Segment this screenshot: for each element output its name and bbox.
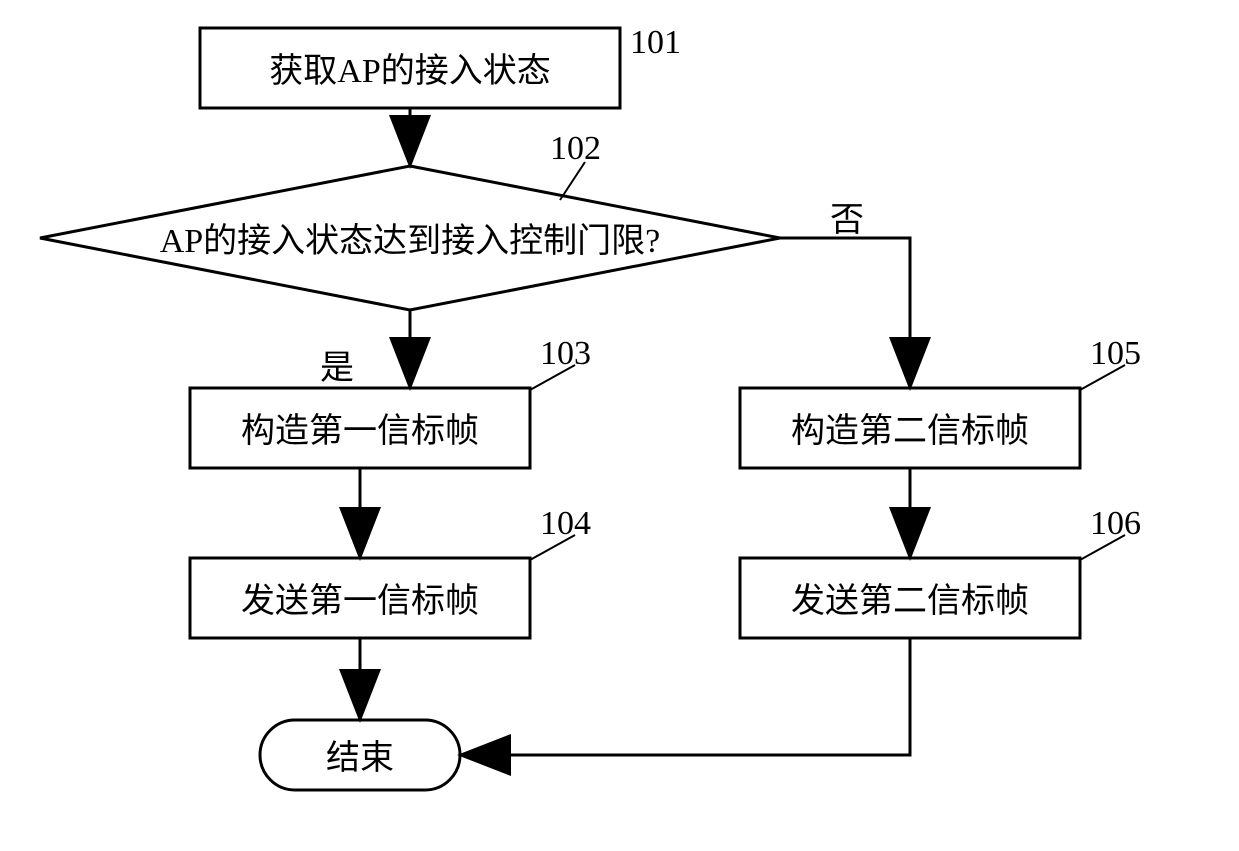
node-label-n103: 构造第一信标帧 bbox=[195, 403, 525, 452]
step-number-103: 103 bbox=[540, 335, 591, 373]
step-number-106: 106 bbox=[1090, 505, 1141, 543]
step-number-105: 105 bbox=[1090, 335, 1141, 373]
step-number-101: 101 bbox=[630, 24, 681, 62]
node-label-n105: 构造第二信标帧 bbox=[745, 403, 1075, 452]
node-label-end: 结束 bbox=[265, 730, 455, 779]
branch-label-是: 是 bbox=[320, 340, 354, 389]
node-label-n104: 发送第一信标帧 bbox=[195, 573, 525, 622]
edge-n106-end bbox=[460, 638, 910, 755]
branch-label-否: 否 bbox=[830, 192, 864, 241]
node-label-n102: AP的接入状态达到接入控制门限? bbox=[60, 213, 760, 262]
edge-n102-n105 bbox=[780, 238, 910, 388]
node-label-n106: 发送第二信标帧 bbox=[745, 573, 1075, 622]
step-number-104: 104 bbox=[540, 505, 591, 543]
step-number-102: 102 bbox=[550, 130, 601, 168]
node-label-n101: 获取AP的接入状态 bbox=[205, 43, 615, 92]
